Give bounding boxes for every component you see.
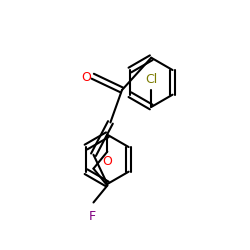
Text: Cl: Cl [145, 73, 157, 86]
Text: F: F [88, 210, 96, 223]
Text: O: O [82, 71, 92, 84]
Text: O: O [102, 155, 112, 168]
